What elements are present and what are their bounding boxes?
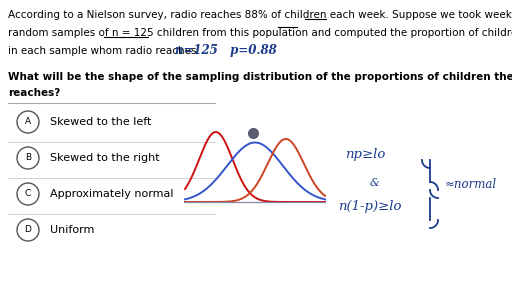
Text: &: & xyxy=(370,178,380,188)
Text: random samples of n = 125 children from this population and computed the proport: random samples of n = 125 children from … xyxy=(8,28,512,38)
Text: According to a Nielson survey, radio reaches 88% of children each week. Suppose : According to a Nielson survey, radio rea… xyxy=(8,10,512,20)
Text: n(1-p)≥lo: n(1-p)≥lo xyxy=(338,200,401,213)
Text: C: C xyxy=(25,190,31,198)
Text: reaches?: reaches? xyxy=(8,88,60,98)
Text: Uniform: Uniform xyxy=(50,225,94,235)
Text: B: B xyxy=(25,154,31,162)
Text: n=125   p=0.88: n=125 p=0.88 xyxy=(175,44,277,57)
Text: Skewed to the right: Skewed to the right xyxy=(50,153,160,163)
Text: in each sample whom radio reaches.: in each sample whom radio reaches. xyxy=(8,46,200,56)
Text: ≈normal: ≈normal xyxy=(445,178,497,191)
Text: What will be the shape of the sampling distribution of the proportions of childr: What will be the shape of the sampling d… xyxy=(8,72,512,82)
Text: A: A xyxy=(25,118,31,126)
Text: Skewed to the left: Skewed to the left xyxy=(50,117,152,127)
Text: np≥lo: np≥lo xyxy=(345,148,386,161)
Text: D: D xyxy=(25,226,31,234)
Text: Approximately normal: Approximately normal xyxy=(50,189,174,199)
